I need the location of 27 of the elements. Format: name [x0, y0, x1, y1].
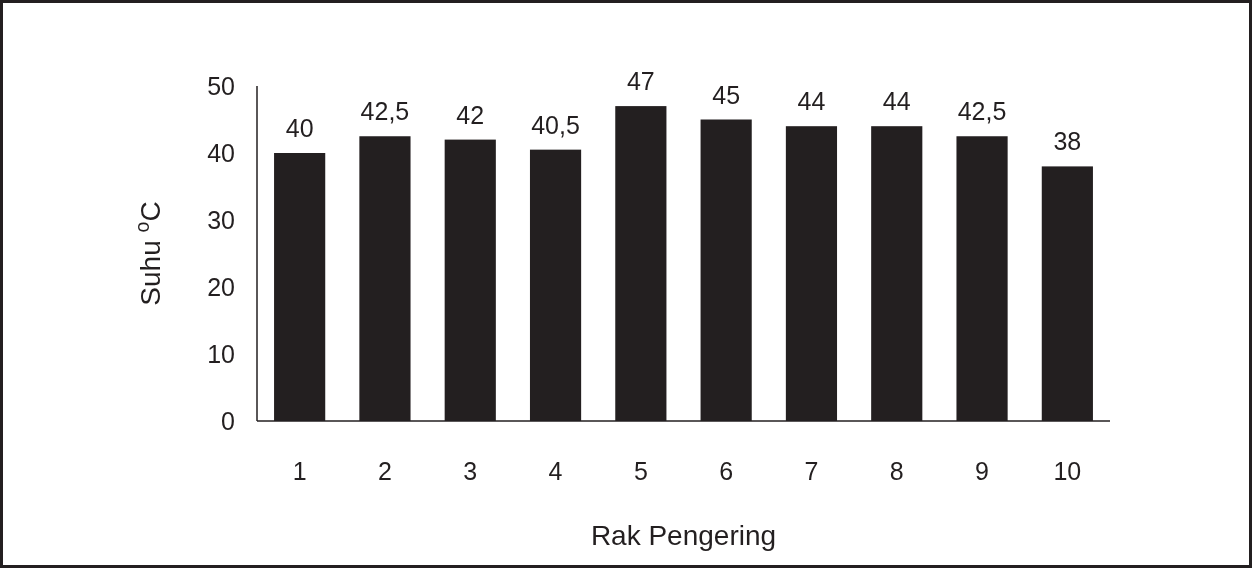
y-tick-label: 30 [207, 205, 235, 234]
x-axis-title: Rak Pengering [590, 520, 777, 551]
data-label: 44 [882, 87, 911, 116]
x-tick-label: 4 [548, 457, 563, 485]
x-tick-label: 3 [463, 457, 478, 485]
data-label: 40,5 [531, 110, 580, 139]
y-tick-label: 40 [207, 138, 235, 167]
x-tick-label: 2 [378, 457, 392, 485]
data-label: 42 [456, 100, 485, 129]
x-tick-label: 9 [975, 457, 989, 485]
y-tick-label: 50 [207, 71, 235, 100]
data-label: 42,5 [360, 97, 410, 126]
x-tick-label: 8 [889, 457, 904, 485]
x-tick-label: 1 [292, 457, 307, 485]
y-tick-label: 10 [207, 339, 235, 368]
data-label: 40 [285, 114, 314, 142]
x-tick-label: 6 [719, 457, 734, 485]
data-label: 45 [712, 80, 741, 109]
y-tick-label: 0 [221, 406, 235, 435]
data-label: 42,5 [957, 97, 1007, 126]
x-tick-label: 7 [804, 457, 819, 485]
data-label: 47 [626, 67, 655, 96]
x-tick-label: 10 [1053, 457, 1082, 485]
data-label: 38 [1053, 127, 1082, 156]
x-tick-label: 5 [633, 457, 648, 485]
y-tick-label: 20 [207, 272, 235, 301]
data-label: 44 [797, 87, 826, 116]
